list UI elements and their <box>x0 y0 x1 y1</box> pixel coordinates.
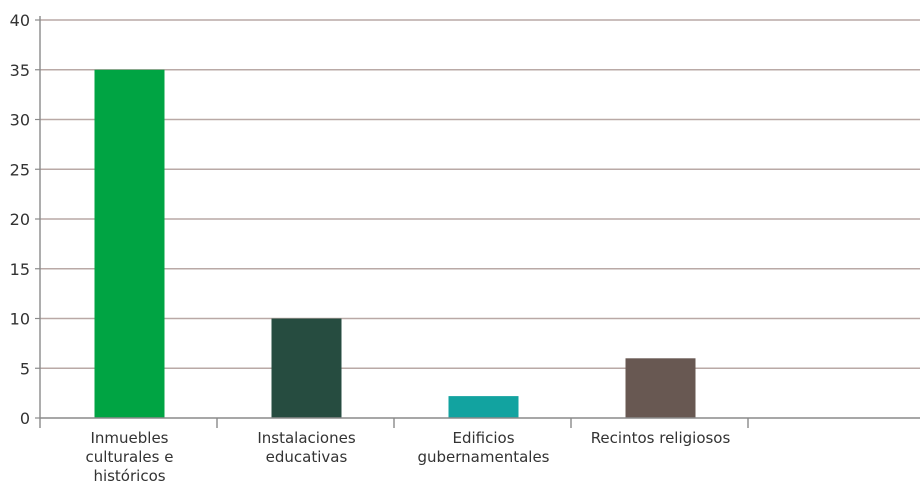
y-tick-label: 35 <box>10 61 30 80</box>
category-label-line: gubernamentales <box>417 448 549 466</box>
gridlines <box>40 19 920 370</box>
y-tick-label: 15 <box>10 260 30 279</box>
category-label: Edificios gubernamentales <box>417 429 549 466</box>
y-tick-label: 0 <box>20 409 30 428</box>
category-label-line: Inmuebles <box>90 429 168 447</box>
bar <box>448 396 519 418</box>
y-tick-label: 5 <box>20 359 30 378</box>
category-label: Instalaciones educativas <box>257 429 356 466</box>
y-tick-label: 40 <box>10 11 30 30</box>
category-label-line: culturales e <box>86 448 174 466</box>
bar <box>271 318 342 418</box>
bar <box>94 69 165 418</box>
y-tick-label: 30 <box>10 111 30 130</box>
x-axis-categories: Inmuebles culturales e históricos Instalaci… <box>86 429 731 485</box>
category-label-line: Instalaciones <box>257 429 356 447</box>
y-tick-label: 20 <box>10 210 30 229</box>
category-label-line: históricos <box>93 467 165 485</box>
category-label-line: Edificios <box>452 429 514 447</box>
category-label: Inmuebles culturales e históricos <box>86 429 174 485</box>
bars <box>94 69 696 418</box>
axes <box>39 16 920 428</box>
category-label-line: Recintos religiosos <box>591 429 731 447</box>
y-tick-label: 10 <box>10 310 30 329</box>
category-label-line: educativas <box>266 448 348 466</box>
category-label: Recintos religiosos <box>591 429 731 447</box>
y-axis-ticks: 0 5 10 15 20 25 30 35 40 <box>10 11 40 428</box>
y-tick-label: 25 <box>10 160 30 179</box>
bar <box>625 358 696 418</box>
